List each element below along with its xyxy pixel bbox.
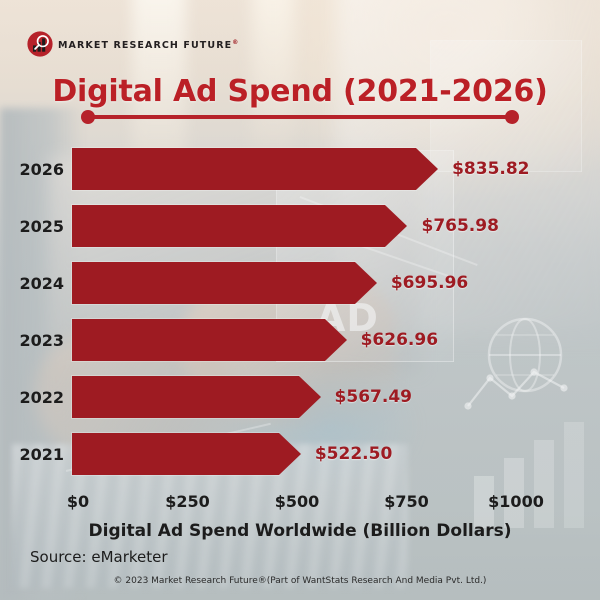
bar-category-label: 2022: [19, 387, 64, 407]
bar-segment[interactable]: [72, 262, 355, 304]
bar-row: 2022 $567.49: [0, 376, 600, 418]
bar-wrapper[interactable]: $835.82: [72, 148, 530, 190]
title-rule-dot-left: [81, 110, 95, 124]
x-axis: $0 $250 $500 $750 $1000: [0, 492, 600, 514]
bar-chart-icon: [474, 422, 584, 528]
page-title: Digital Ad Spend (2021-2026): [52, 74, 548, 109]
bar-value-label: $765.98: [421, 216, 499, 236]
bar-arrow-tip: [354, 262, 377, 304]
bar-wrapper[interactable]: $695.96: [72, 262, 468, 304]
globe-icon: [487, 317, 563, 393]
x-axis-tick-label: $500: [274, 492, 320, 511]
bar-segment[interactable]: [72, 433, 279, 475]
bar-row: 2025 $765.98: [0, 205, 600, 247]
x-axis-tick-label: $250: [165, 492, 210, 511]
bar-row: 2021 $522.50: [0, 433, 600, 475]
bar-row: 2023 $626.96: [0, 319, 600, 361]
bar-wrapper[interactable]: $626.96: [72, 319, 438, 361]
bar-arrow-tip: [324, 319, 347, 361]
bar-wrapper[interactable]: $567.49: [72, 376, 412, 418]
bar-category-label: 2026: [19, 159, 64, 179]
market-research-future-logo-icon: [27, 31, 53, 57]
bar-segment[interactable]: [72, 376, 299, 418]
bar-value-label: $567.49: [334, 387, 412, 407]
bar-value-label: $835.82: [452, 159, 530, 179]
bar-wrapper[interactable]: $522.50: [72, 433, 392, 475]
bar-row: 2024 $695.96: [0, 262, 600, 304]
bar-category-label: 2025: [19, 216, 64, 236]
line-chart-icon: [464, 368, 568, 410]
bar-arrow-tip: [298, 376, 321, 418]
copyright-note: © 2023 Market Research Future®(Part of W…: [113, 576, 487, 586]
x-axis-tick-label: $1000: [488, 492, 544, 511]
x-axis-tick-label: $750: [384, 492, 429, 511]
bar-category-label: 2023: [19, 330, 64, 350]
title-rule-dot-right: [505, 110, 519, 124]
bar-category-label: 2024: [19, 273, 64, 293]
background-window-light-right: [252, 0, 294, 156]
bar-value-label: $626.96: [360, 330, 439, 350]
bar-category-label: 2021: [19, 444, 64, 464]
x-axis-title: Digital Ad Spend Worldwide (Billion Doll…: [88, 521, 512, 541]
bar-arrow-tip: [278, 433, 301, 475]
bar-arrow-tip: [385, 205, 408, 247]
bar-value-label: $522.50: [314, 444, 393, 464]
hud-panel-upper-right: [430, 40, 582, 172]
bar-value-label: $695.96: [390, 273, 469, 293]
bar-segment[interactable]: [72, 148, 417, 190]
source-note: Source: eMarketer: [30, 548, 168, 566]
bar-wrapper[interactable]: $765.98: [72, 205, 499, 247]
bar-arrow-tip: [416, 148, 439, 190]
bar-segment[interactable]: [72, 319, 325, 361]
brand-logo[interactable]: MARKET RESEARCH FUTURE®: [26, 30, 238, 58]
registered-mark: ®: [232, 38, 239, 46]
x-axis-tick-label: $0: [66, 492, 90, 511]
title-underline-rule: [88, 115, 512, 119]
bar-chart: 2026 $835.82 2025 $765.98 2024 $695.96 2023 $62…: [0, 140, 600, 490]
brand-name: MARKET RESEARCH FUTURE®: [58, 38, 239, 52]
bar-segment[interactable]: [72, 205, 386, 247]
bar-row: 2026 $835.82: [0, 148, 600, 190]
